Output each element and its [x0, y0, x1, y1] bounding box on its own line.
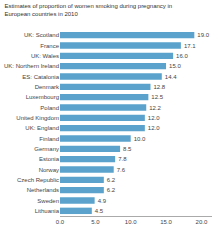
svg-text:Norway: Norway [39, 167, 59, 173]
svg-text:UK: Scotland: UK: Scotland [24, 32, 59, 38]
svg-text:UK: Wales: UK: Wales [31, 53, 59, 59]
svg-text:10.0: 10.0 [125, 219, 137, 225]
svg-text:Denmark: Denmark [35, 84, 60, 90]
svg-text:4.9: 4.9 [98, 198, 107, 204]
svg-text:12.8: 12.8 [153, 84, 165, 90]
svg-text:6.2: 6.2 [107, 177, 116, 183]
svg-text:8.5: 8.5 [123, 146, 132, 152]
svg-text:ES: Catalonia: ES: Catalonia [22, 74, 59, 80]
svg-text:14.4: 14.4 [165, 74, 177, 80]
svg-text:France: France [40, 43, 59, 49]
svg-text:Netherlands: Netherlands [27, 187, 59, 193]
svg-text:Lithuania: Lithuania [35, 208, 60, 214]
svg-text:12.0: 12.0 [148, 125, 160, 131]
svg-text:17.1: 17.1 [184, 43, 196, 49]
svg-text:UK: Northern Ireland: UK: Northern Ireland [4, 63, 59, 69]
svg-text:5.0: 5.0 [91, 219, 100, 225]
svg-text:Estimates of proportion of wom: Estimates of proportion of women smoking… [4, 3, 172, 17]
svg-text:0.0: 0.0 [56, 219, 65, 225]
svg-text:Finland: Finland [39, 136, 59, 142]
svg-text:Sweden: Sweden [37, 198, 59, 204]
svg-text:7.6: 7.6 [117, 167, 126, 173]
svg-text:6.2: 6.2 [107, 187, 116, 193]
svg-text:4.5: 4.5 [95, 208, 104, 214]
svg-text:UK: England: UK: England [25, 125, 59, 131]
svg-text:12.0: 12.0 [148, 115, 160, 121]
svg-text:15.0: 15.0 [160, 219, 172, 225]
svg-text:Germany: Germany [34, 146, 59, 152]
svg-text:Estonia: Estonia [39, 156, 60, 162]
svg-text:15.0: 15.0 [169, 63, 181, 69]
svg-text:Luxembourg: Luxembourg [26, 94, 59, 100]
svg-text:Poland: Poland [40, 105, 59, 111]
svg-text:7.8: 7.8 [118, 156, 127, 162]
svg-text:Czech Republic: Czech Republic [17, 177, 59, 183]
svg-text:19.0: 19.0 [197, 32, 209, 38]
svg-text:20.0: 20.0 [196, 219, 208, 225]
svg-text:United Kingdom: United Kingdom [16, 115, 59, 121]
svg-text:10.0: 10.0 [134, 136, 146, 142]
svg-text:12.2: 12.2 [149, 105, 161, 111]
svg-text:12.5: 12.5 [151, 94, 163, 100]
svg-text:16.0: 16.0 [176, 53, 188, 59]
